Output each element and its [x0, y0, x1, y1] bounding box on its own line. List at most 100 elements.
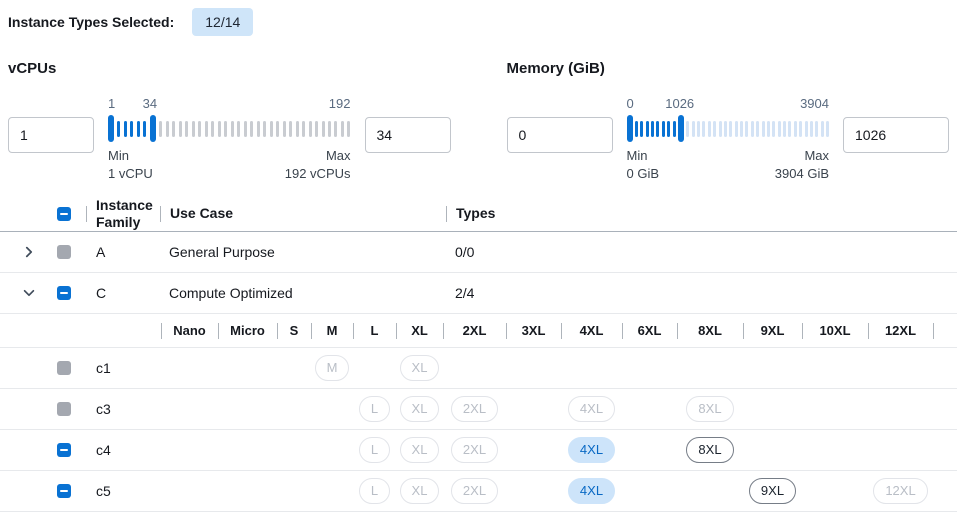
filters: vCPUs 1 34 192 Min 1 vCPU Max 192 vCPUs — [0, 44, 957, 182]
size-column-label: 3XL — [521, 323, 546, 339]
slider-tick-inactive — [718, 120, 722, 137]
size-column-header: L — [353, 314, 396, 347]
instance-name: c1 — [96, 360, 111, 377]
vcpus-min-input[interactable] — [8, 117, 94, 153]
vcpus-max-input[interactable] — [364, 117, 451, 153]
slider-max-caption: Max — [325, 148, 351, 163]
size-header-trailing-divider — [933, 314, 957, 347]
slider-high-value-label: 1026 — [665, 96, 695, 111]
column-header-types: Types — [456, 205, 496, 222]
size-column-header: 8XL — [677, 314, 743, 347]
select-all-checkbox[interactable] — [57, 206, 71, 221]
slider-low-value-label: 1 — [108, 96, 116, 111]
family-use-case: General Purpose — [169, 244, 275, 261]
expand-chevron-icon[interactable] — [22, 245, 36, 259]
memory-min-input[interactable] — [506, 117, 613, 153]
type-pill[interactable]: 8XL — [686, 436, 734, 464]
slider-tick-active — [143, 120, 147, 137]
slider-tick-active — [640, 120, 644, 137]
size-column-header: 10XL — [802, 314, 868, 347]
slider-tick-inactive — [804, 120, 808, 137]
slider-tick-inactive — [302, 120, 306, 137]
vcpus-label: vCPUs — [8, 60, 57, 77]
slider-track[interactable] — [626, 115, 829, 142]
family-use-case: Compute Optimized — [169, 285, 293, 302]
slider-tick-inactive — [178, 120, 182, 137]
slider-min-caption-value: 0 GiB — [626, 165, 660, 181]
table-body: A General Purpose 0/0 C Compute Optimized 2/4… — [0, 232, 957, 512]
type-pill: 12XL — [873, 477, 928, 505]
size-column-header: 2XL — [443, 314, 506, 347]
type-pill[interactable]: 9XL — [748, 477, 797, 505]
slider-tick-active — [136, 120, 140, 137]
family-checkbox[interactable] — [57, 286, 71, 301]
slider-tick-inactive — [788, 120, 792, 137]
instance-table: Instance Family Use Case Types A General … — [0, 196, 957, 512]
slider-tick-inactive — [295, 120, 299, 137]
slider-tick-active — [130, 120, 134, 137]
slider-tick-inactive — [734, 120, 738, 137]
slider-high-value-label: 34 — [142, 96, 158, 111]
type-pill: 4XL — [567, 395, 616, 423]
slider-track[interactable] — [108, 115, 351, 142]
column-header-use-case: Use Case — [170, 205, 234, 222]
slider-tick-inactive — [185, 120, 189, 137]
type-pill[interactable]: 4XL — [567, 477, 616, 505]
slider-tick-inactive — [172, 120, 176, 137]
size-column-header: 4XL — [561, 314, 622, 347]
slider-tick-active — [667, 120, 671, 137]
slider-tick-inactive — [198, 120, 202, 137]
slider-tick-inactive — [707, 120, 711, 137]
slider-tick-inactive — [783, 120, 786, 137]
slider-handle-low[interactable] — [626, 115, 633, 142]
column-header-instance-family: Instance Family — [96, 196, 153, 230]
slider-tick-inactive — [230, 120, 234, 137]
slider-tick-inactive — [340, 120, 344, 137]
slider-handle-high[interactable] — [677, 115, 684, 142]
type-pill: XL — [399, 395, 440, 423]
slider-tick-inactive — [308, 120, 312, 137]
slider-min-caption: Min — [108, 148, 129, 163]
instance-name: c5 — [96, 483, 111, 500]
size-column-label: S — [289, 323, 299, 339]
slider-low-value-label: 0 — [626, 96, 634, 111]
slider-tick-inactive — [697, 120, 700, 137]
slider-tick-inactive — [756, 120, 760, 137]
size-column-header: 6XL — [622, 314, 677, 347]
slider-max-caption-value: 192 vCPUs — [284, 165, 351, 181]
slider-tick-inactive — [315, 120, 319, 137]
slider-tick-inactive — [745, 120, 749, 137]
slider-tick-inactive — [750, 120, 754, 137]
instance-row: c4 L XL 2XL 4XL 8XL — [0, 430, 957, 472]
size-column-header: S — [277, 314, 311, 347]
type-pill: L — [358, 436, 391, 464]
instance-checkbox[interactable] — [57, 443, 71, 458]
memory-filter: Memory (GiB) 0 1026 3904 Min 0 GiB Max 390… — [506, 46, 949, 182]
slider-tick-inactive — [321, 120, 325, 137]
size-column-label: M — [326, 323, 338, 339]
slider-tick-inactive — [723, 120, 727, 137]
size-column-label: 12XL — [884, 323, 917, 339]
slider-tick-inactive — [217, 120, 221, 137]
slider-value-labels: 1 34 192 — [108, 96, 351, 113]
slider-tick-active — [117, 120, 121, 137]
type-pill[interactable]: 4XL — [567, 436, 616, 464]
slider-handle-high[interactable] — [149, 115, 156, 142]
slider-tick-inactive — [772, 120, 776, 137]
collapse-chevron-icon[interactable] — [22, 286, 36, 300]
slider-tick-inactive — [282, 120, 286, 137]
size-column-label: 9XL — [760, 323, 785, 339]
slider-tick-inactive — [243, 120, 247, 137]
slider-tick-inactive — [327, 120, 331, 137]
slider-tick-active — [656, 120, 660, 137]
instance-checkbox[interactable] — [57, 484, 71, 499]
memory-max-input[interactable] — [843, 117, 949, 153]
slider-handle-low[interactable] — [108, 115, 114, 142]
memory-slider: 0 1026 3904 Min 0 GiB Max 3904 GiB — [626, 96, 829, 182]
size-column-label: Nano — [173, 323, 206, 339]
type-pill: XL — [399, 354, 440, 382]
slider-tick-inactive — [334, 120, 338, 137]
type-pill: L — [358, 395, 391, 423]
instance-checkbox — [57, 402, 71, 417]
slider-min-caption: Min — [626, 148, 648, 163]
